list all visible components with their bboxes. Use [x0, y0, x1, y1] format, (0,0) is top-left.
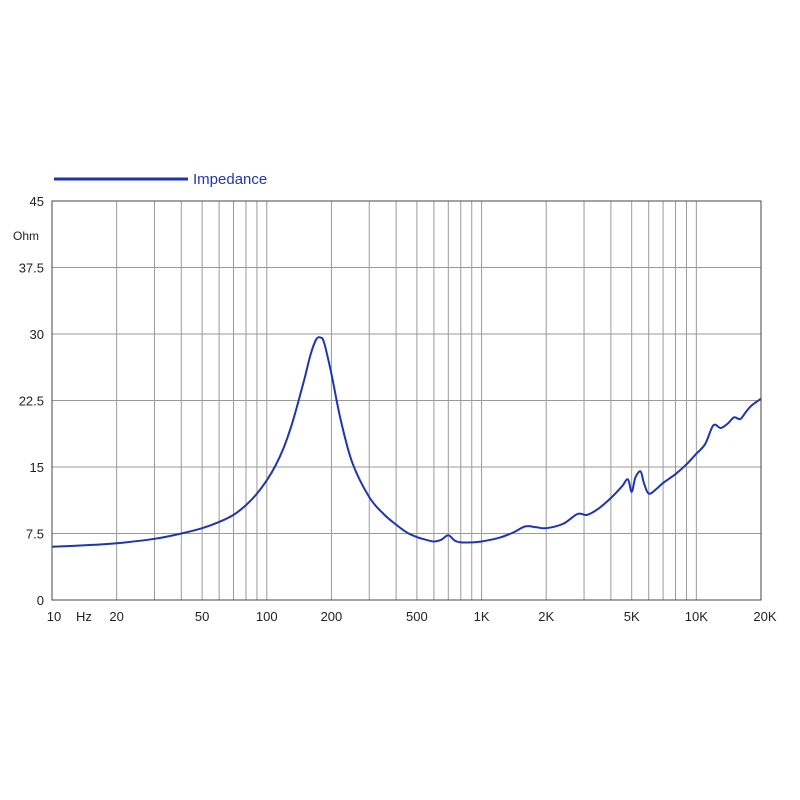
x-tick-label: 20K	[753, 609, 776, 624]
series-layer	[51, 336, 762, 548]
series-line-impedance	[51, 336, 762, 548]
y-tick-label: 30	[30, 327, 44, 342]
y-tick-label: 7.5	[26, 527, 44, 542]
y-tick-label: 45	[30, 194, 44, 209]
y-tick-label: 0	[37, 593, 44, 608]
plot-border	[51, 200, 762, 601]
y-tick-label: 15	[30, 460, 44, 475]
x-tick-label: 20	[109, 609, 123, 624]
x-tick-label: 200	[321, 609, 343, 624]
x-tick-label: 50	[195, 609, 209, 624]
x-tick-label: 500	[406, 609, 428, 624]
x-tick-label: 10	[47, 609, 61, 624]
y-tick-label: 37.5	[19, 261, 44, 276]
axis-labels: 0 7.5 15 22.5 30 37.5 45 10 20 50 100 200 500 1K 2K 5K 1…	[19, 194, 777, 624]
grid	[52, 201, 761, 600]
y-tick-label: 22.5	[19, 394, 44, 409]
y-axis-unit: Ohm	[13, 229, 39, 243]
x-tick-label: 5K	[624, 609, 640, 624]
legend: Impedance	[54, 171, 267, 188]
x-tick-label: 100	[256, 609, 278, 624]
x-tick-label: 10K	[685, 609, 708, 624]
x-axis-unit: Hz	[76, 609, 92, 624]
x-tick-label: 1K	[474, 609, 490, 624]
legend-label-impedance: Impedance	[193, 171, 267, 188]
x-tick-label: 2K	[538, 609, 554, 624]
